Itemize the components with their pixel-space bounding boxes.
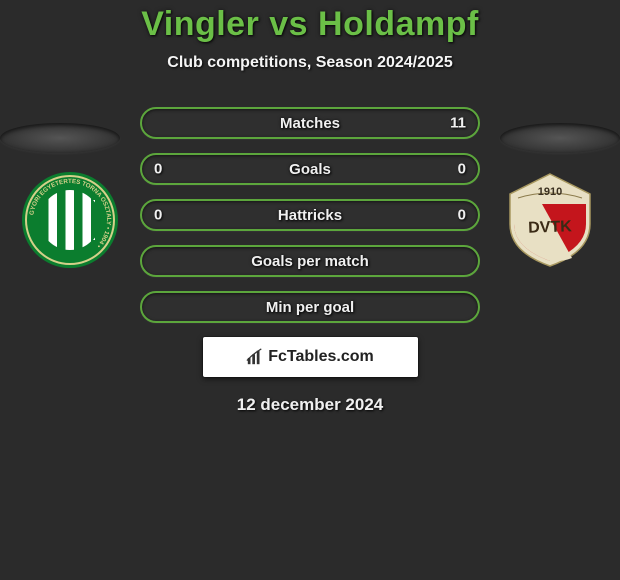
stat-row-matches: Matches 11 (140, 107, 480, 139)
stat-left-value: 0 (154, 161, 162, 178)
stat-row-goals-per-match: Goals per match (140, 245, 480, 277)
stat-right-value: 0 (458, 161, 466, 178)
stat-label: Goals (289, 161, 331, 178)
page-title: Vingler vs Holdampf (0, 5, 620, 44)
comparison-card: Vingler vs Holdampf Club competitions, S… (0, 0, 620, 415)
stat-label: Goals per match (251, 253, 369, 270)
bar-chart-icon (246, 348, 264, 366)
badge-right-svg: 1910 DVTK (500, 170, 600, 270)
shadow-ellipse-left (0, 123, 120, 153)
stat-right-value: 0 (458, 207, 466, 224)
badge-left-svg: GYORI EGYETERTES TORNA OSZTALY • 1904 • (20, 170, 120, 270)
stats-panel: Matches 11 0 Goals 0 0 Hattricks 0 Goals… (140, 107, 480, 323)
svg-text:1910: 1910 (538, 186, 562, 198)
team-badge-left: GYORI EGYETERTES TORNA OSZTALY • 1904 • (20, 170, 120, 270)
svg-text:DVTK: DVTK (528, 218, 573, 237)
subtitle: Club competitions, Season 2024/2025 (0, 54, 620, 72)
team-badge-right: 1910 DVTK (500, 170, 600, 270)
stat-right-value: 11 (450, 115, 466, 132)
stat-label: Matches (280, 115, 340, 132)
shadow-ellipse-right (500, 123, 620, 153)
date-label: 12 december 2024 (0, 395, 620, 415)
stat-row-min-per-goal: Min per goal (140, 291, 480, 323)
fctables-watermark[interactable]: FcTables.com (203, 337, 418, 377)
fctables-label: FcTables.com (268, 348, 374, 366)
stat-label: Min per goal (266, 299, 354, 316)
stat-left-value: 0 (154, 207, 162, 224)
stat-label: Hattricks (278, 207, 342, 224)
stat-row-hattricks: 0 Hattricks 0 (140, 199, 480, 231)
stat-row-goals: 0 Goals 0 (140, 153, 480, 185)
